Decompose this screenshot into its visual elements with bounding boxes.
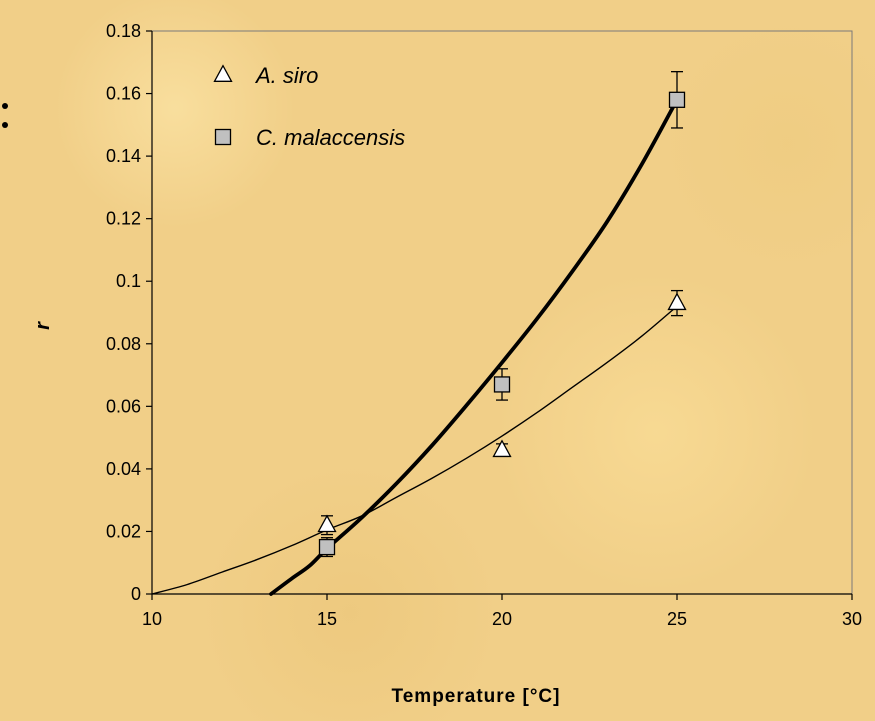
y-axis: 0 0.02 0.04 0.06 0.08 0.1 0.12 0.14 0.16 0.18 xyxy=(106,21,153,604)
x-tick-label: 20 xyxy=(492,609,512,629)
legend-marker-triangle xyxy=(213,64,233,82)
legend-label: C. malaccensis xyxy=(256,125,405,150)
y-tick-label: 0.18 xyxy=(106,21,141,41)
y-tick-label: 0.08 xyxy=(106,334,141,354)
x-tick-label: 10 xyxy=(142,609,162,629)
data-point-triangle xyxy=(317,514,337,533)
y-tick-label: 0.12 xyxy=(106,209,141,229)
y-tick-label: 0.14 xyxy=(106,146,141,166)
y-tick-label: 0.06 xyxy=(106,396,141,416)
data-point-square xyxy=(668,91,686,108)
edge-dot-lower xyxy=(2,122,8,128)
x-tick-label: 30 xyxy=(842,609,862,629)
data-markers xyxy=(317,71,687,558)
y-axis-title: r xyxy=(32,321,54,330)
x-tick-label: 15 xyxy=(317,609,337,629)
x-axis-title: Temperature [°C] xyxy=(392,686,561,707)
data-point-square xyxy=(493,376,511,393)
fit-curves xyxy=(151,97,679,596)
plot-area xyxy=(151,30,853,595)
data-point-square xyxy=(318,538,336,556)
fit-curve-series-1 xyxy=(151,305,678,595)
x-axis: 10 15 20 25 30 xyxy=(142,593,862,629)
legend-marker-square xyxy=(214,128,232,146)
edge-dot-upper xyxy=(2,103,8,109)
y-tick-label: 0 xyxy=(131,584,141,604)
y-tick-label: 0.04 xyxy=(106,459,141,479)
legend: A. siro C. malaccensis xyxy=(213,63,405,150)
legend-label: A. siro xyxy=(254,63,318,88)
y-tick-label: 0.1 xyxy=(116,271,141,291)
y-tick-label: 0.16 xyxy=(106,84,141,104)
plot-frame xyxy=(151,30,853,595)
fit-curve-series-2 xyxy=(269,97,679,596)
y-tick-label: 0.02 xyxy=(106,521,141,541)
x-tick-label: 25 xyxy=(667,609,687,629)
data-point-triangle xyxy=(667,292,687,311)
data-point-triangle xyxy=(492,439,512,458)
